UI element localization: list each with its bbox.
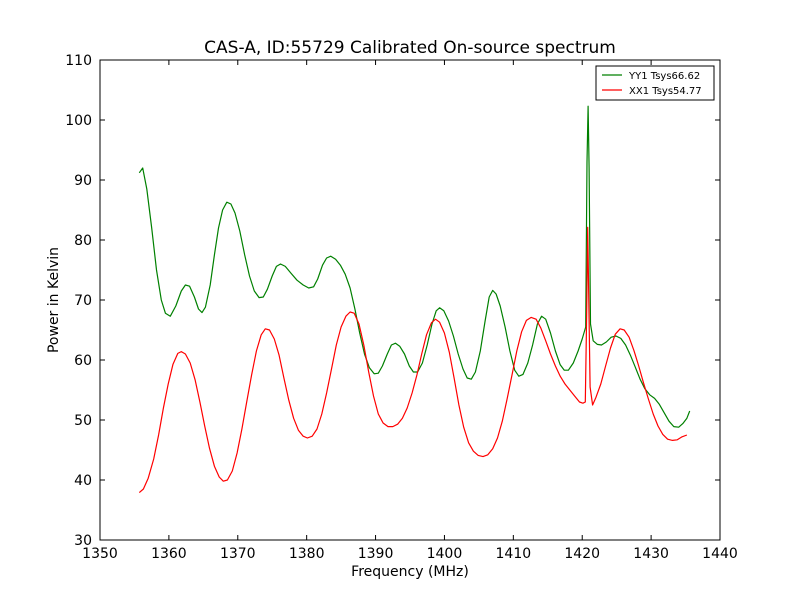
x-tick-label: 1350 [82, 546, 118, 562]
series-line-xx1 [138, 226, 688, 494]
x-tick-label: 1430 [633, 546, 669, 562]
y-tick-label: 40 [74, 473, 92, 489]
y-tick-label: 90 [74, 173, 92, 189]
x-tick-label: 1370 [220, 546, 256, 562]
y-tick-label: 80 [74, 233, 92, 249]
x-tick-label: 1360 [151, 546, 187, 562]
y-tick-label: 30 [74, 533, 92, 549]
y-tick-label: 50 [74, 413, 92, 429]
x-tick-label: 1390 [358, 546, 394, 562]
y-tick-label: 60 [74, 353, 92, 369]
legend-label-xx1: XX1 Tsys54.77 [629, 86, 702, 97]
y-axis-label: Power in Kelvin [46, 247, 62, 353]
legend-box [595, 65, 715, 101]
x-tick-label: 1440 [702, 546, 738, 562]
x-tick-label: 1410 [496, 546, 532, 562]
y-tick-label: 110 [65, 53, 92, 69]
x-tick-label: 1400 [427, 546, 463, 562]
legend: YY1 Tsys66.62 XX1 Tsys54.77 [595, 65, 715, 101]
x-tick-label: 1420 [564, 546, 600, 562]
plot-area: 1350 1360 1370 1380 1390 1400 1410 1420 1430 1440… [65, 53, 738, 562]
chart-title: CAS-A, ID:55729 Calibrated On-source spe… [204, 38, 616, 58]
y-tick-label: 100 [65, 113, 92, 129]
x-axis-label: Frequency (MHz) [351, 564, 469, 580]
x-tick-label: 1380 [289, 546, 325, 562]
y-tick-label: 70 [74, 293, 92, 309]
series-line-yy1 [138, 105, 691, 428]
legend-label-yy1: YY1 Tsys66.62 [628, 71, 700, 82]
